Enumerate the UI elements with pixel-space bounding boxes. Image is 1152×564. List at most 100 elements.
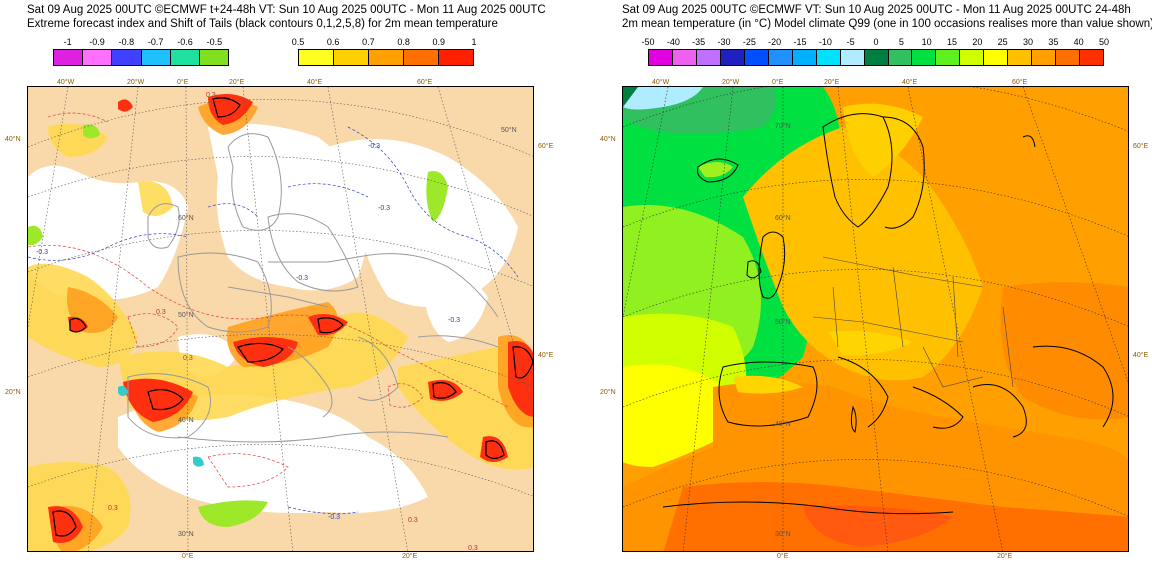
contour-label: 0.3 xyxy=(183,355,193,362)
colorbar-tick-label: -1 xyxy=(63,37,72,47)
inner-latitude-label: 60°N xyxy=(775,215,791,222)
q99-colorbar-swatch xyxy=(792,50,817,65)
colorbar-tick-label: 0.6 xyxy=(326,37,340,47)
latitude-label-right: 60°E xyxy=(538,143,554,150)
efi-positive-colorbar-swatch xyxy=(299,50,334,65)
inner-latitude-label: 50°N xyxy=(501,127,517,134)
colorbar-tick-label: -5 xyxy=(846,37,855,47)
efi-negative-colorbar-swatch xyxy=(199,50,229,65)
inner-latitude-label: 60°N xyxy=(178,215,194,222)
efi-positive-colorbar-swatch xyxy=(439,50,473,65)
contour-label: 0.3 xyxy=(156,309,166,316)
colorbar-tick-label: 40 xyxy=(1073,37,1084,47)
efi-negative-colorbar-swatch xyxy=(170,50,200,65)
contour-label: -0.3 xyxy=(448,317,461,324)
q99-colorbar-swatch xyxy=(1008,50,1033,65)
q99-colorbar-swatch xyxy=(720,50,745,65)
latitude-label-left: 40°N xyxy=(5,136,21,143)
q99-colorbar-swatch xyxy=(649,50,673,65)
efi-negative-colorbar-swatch xyxy=(112,50,142,65)
colorbar-tick-label: 25 xyxy=(997,37,1008,47)
q99-colorbar-swatch xyxy=(1032,50,1057,65)
colorbar-tick-label: -35 xyxy=(692,37,706,47)
contour-label: -0.3 xyxy=(36,249,49,256)
longitude-label-bottom: 20°E xyxy=(402,553,418,560)
latitude-label-left: 20°N xyxy=(600,389,616,396)
inner-latitude-label: 30°N xyxy=(775,531,791,538)
colorbar-tick-label: -40 xyxy=(666,37,680,47)
q99-colorbar-swatch xyxy=(1056,50,1081,65)
colorbar-tick-label: 0.8 xyxy=(397,37,410,47)
q99-colorbar-swatch xyxy=(984,50,1009,65)
q99-colorbar-swatch xyxy=(864,50,889,65)
q99-subtitle: 2m mean temperature (in °C) Model climat… xyxy=(622,18,1152,30)
contour-label: -0.3 xyxy=(378,205,391,212)
colorbar-tick-label: -20 xyxy=(768,37,782,47)
efi-subtitle: Extreme forecast index and Shift of Tail… xyxy=(27,18,498,30)
colorbar-tick-label: 30 xyxy=(1022,37,1034,47)
inner-latitude-label: 40°N xyxy=(775,421,791,428)
q99-colorbar-swatch xyxy=(696,50,721,65)
longitude-label-top: 20°E xyxy=(824,79,840,86)
contour-label: -0.3 xyxy=(368,143,381,150)
q99-title: Sat 09 Aug 2025 00UTC ©ECMWF VT: Sun 10 … xyxy=(622,4,1131,16)
colorbar-tick-label: 50 xyxy=(1098,37,1110,47)
longitude-label-top: 40°E xyxy=(902,79,918,86)
colorbar-tick-label: -30 xyxy=(717,37,731,47)
inner-latitude-label: 50°N xyxy=(178,312,194,319)
q99-colorbar xyxy=(648,49,1104,66)
colorbar-tick-label: -0.9 xyxy=(89,37,105,47)
q99-colorbar-swatch xyxy=(816,50,841,65)
efi-positive-colorbar-swatch xyxy=(369,50,404,65)
colorbar-tick-label: 0 xyxy=(873,37,879,47)
colorbar-tick-label: -50 xyxy=(641,37,655,47)
colorbar-tick-label: -15 xyxy=(793,37,807,47)
colorbar-tick-label: 15 xyxy=(946,37,958,47)
colorbar-tick-label: -10 xyxy=(818,37,832,47)
latitude-label-right: 40°E xyxy=(538,352,554,359)
longitude-label-top: 0°E xyxy=(772,79,784,86)
q99-colorbar-swatch xyxy=(744,50,769,65)
q99-colorbar-swatch xyxy=(960,50,985,65)
q99-colorbar-swatch xyxy=(912,50,937,65)
longitude-label-bottom: 0°E xyxy=(182,553,194,560)
q99-colorbar-swatch xyxy=(672,50,697,65)
inner-latitude-label: 70°N xyxy=(775,123,791,130)
longitude-label-top: 40°W xyxy=(57,79,75,86)
colorbar-tick-label: 1 xyxy=(471,37,477,47)
efi-positive-colorbar-swatch xyxy=(404,50,439,65)
longitude-label-top: 60°E xyxy=(417,79,433,86)
colorbar-tick-label: 0.7 xyxy=(362,37,375,47)
contour-label: 0.3 xyxy=(408,517,418,524)
colorbar-tick-label: -0.5 xyxy=(206,37,223,47)
longitude-label-top: 0°E xyxy=(177,79,189,86)
contour-label: 0.3 xyxy=(108,505,118,512)
q99-colorbar-swatch xyxy=(936,50,961,65)
longitude-label-bottom: 0°E xyxy=(777,553,789,560)
longitude-label-top: 40°W xyxy=(652,79,670,86)
q99-colorbar-swatch xyxy=(768,50,793,65)
q99-colorbar-swatch xyxy=(840,50,865,65)
colorbar-tick-label: -0.7 xyxy=(147,37,164,47)
efi-negative-colorbar-swatch xyxy=(141,50,171,65)
efi-title: Sat 09 Aug 2025 00UTC ©ECMWF t+24-48h VT… xyxy=(27,4,546,16)
longitude-label-top: 20°W xyxy=(127,79,145,86)
q99-map[interactable]: 70°N 60°N 50°N 40°N 30°N xyxy=(622,86,1129,552)
inner-latitude-label: 50°N xyxy=(775,319,791,326)
longitude-label-top: 20°W xyxy=(722,79,740,86)
contour-label: 0.3 xyxy=(206,92,216,99)
contour-label: -0.3 xyxy=(328,514,341,521)
latitude-label-left: 20°N xyxy=(5,389,21,396)
colorbar-tick-label: 20 xyxy=(972,37,983,47)
longitude-label-top: 20°E xyxy=(229,79,245,86)
colorbar-tick-label: 10 xyxy=(921,37,932,47)
efi-map[interactable]: 0.3 -0.3 -0.3 -0.3 0.3 0.3 -0.3 -0.3 0.3 0.3 0.3 -0… xyxy=(27,86,534,552)
latitude-label-right: 60°E xyxy=(1133,143,1149,150)
latitude-label-right: 40°E xyxy=(1133,352,1149,359)
contour-label: 0.3 xyxy=(468,545,478,552)
longitude-label-top: 60°E xyxy=(1012,79,1028,86)
longitude-label-top: 40°E xyxy=(307,79,323,86)
colorbar-tick-label: 5 xyxy=(898,37,904,47)
inner-latitude-label: 40°N xyxy=(178,417,194,424)
contour-label: -0.3 xyxy=(296,275,309,282)
